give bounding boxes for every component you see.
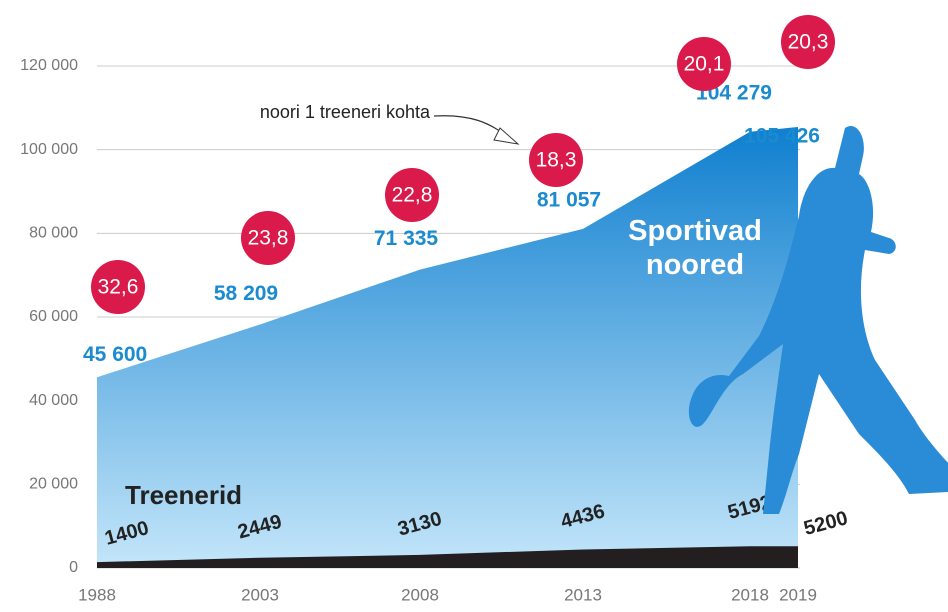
data-label: 45 600 bbox=[83, 343, 147, 366]
data-label: 81 057 bbox=[537, 188, 601, 211]
y-tick-label: 100 000 bbox=[20, 141, 78, 158]
x-tick-label: 2003 bbox=[241, 585, 279, 604]
data-label: 58 209 bbox=[214, 282, 278, 305]
x-tick-label: 1988 bbox=[78, 585, 116, 604]
x-tick-label: 2018 bbox=[731, 585, 769, 604]
ratio-label: 20,1 bbox=[684, 53, 725, 76]
ratio-label: 32,6 bbox=[98, 276, 139, 299]
y-tick-label: 0 bbox=[69, 559, 78, 576]
x-tick-label: 2019 bbox=[779, 585, 817, 604]
series-name: Treenerid bbox=[125, 480, 242, 510]
ratio-label: 18,3 bbox=[536, 149, 577, 172]
y-tick-label: 20 000 bbox=[29, 476, 78, 493]
y-tick-label: 40 000 bbox=[29, 392, 78, 409]
y-tick-label: 120 000 bbox=[20, 57, 78, 74]
ratio-label: 22,8 bbox=[392, 184, 433, 207]
annotation: noori 1 treeneri kohta bbox=[260, 102, 431, 122]
x-tick-label: 2008 bbox=[401, 585, 439, 604]
y-tick-label: 60 000 bbox=[29, 308, 78, 325]
data-label: 71 335 bbox=[374, 227, 439, 250]
series-name: Sportivad noored bbox=[600, 214, 790, 282]
x-tick-label: 2013 bbox=[564, 585, 602, 604]
chart-container: 0 20 000 40 000 60 000 80 000 100 000 120 000 1… bbox=[0, 0, 948, 612]
y-tick-label: 80 000 bbox=[29, 225, 78, 242]
annotation-arrowhead bbox=[494, 128, 518, 144]
data-label: 105 426 bbox=[744, 125, 820, 148]
ratio-label: 23,8 bbox=[248, 227, 289, 250]
data-label: 5200 bbox=[801, 507, 850, 540]
chart: 0 20 000 40 000 60 000 80 000 100 000 120 000 1… bbox=[0, 0, 948, 612]
ratio-label: 20,3 bbox=[788, 31, 829, 54]
